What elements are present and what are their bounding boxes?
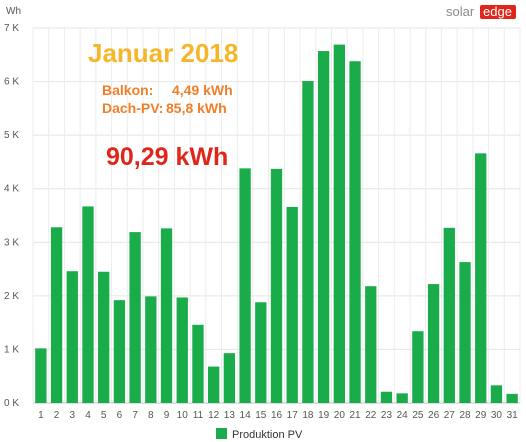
x-tick-label: 9	[164, 410, 170, 421]
bar-day-18[interactable]	[302, 81, 314, 404]
bar-day-12[interactable]	[208, 366, 220, 403]
y-tick-label: 2 K	[4, 291, 19, 302]
bar-day-21[interactable]	[349, 61, 361, 403]
x-tick-label: 11	[193, 410, 204, 421]
annotation-block: Januar 2018 Balkon: 4,49 kWh Dach-PV: 85…	[88, 38, 238, 171]
bar-day-23[interactable]	[380, 391, 393, 403]
x-tick-label: 26	[428, 410, 440, 421]
bar-day-22[interactable]	[365, 286, 377, 403]
x-tick-label: 29	[475, 410, 487, 421]
y-tick-label: 4 K	[4, 184, 19, 195]
y-tick-label: 7 K	[4, 23, 19, 34]
y-tick-label: 0 K	[4, 398, 19, 409]
x-tick-label: 22	[365, 410, 377, 421]
x-tick-label: 25	[412, 410, 424, 421]
x-tick-label: 31	[507, 410, 519, 421]
annotation-title: Januar 2018	[88, 38, 238, 68]
x-tick-label: 19	[318, 410, 330, 421]
x-axis-ticks: 1 2 3 4 5 6 7 8 9 10 11 12 13 14 15 16 17 18 19 20 21 22 23 24 2…	[38, 410, 518, 421]
logo-edge-badge	[480, 5, 516, 19]
y-axis-unit: Wh	[6, 6, 21, 17]
x-tick-label: 20	[334, 410, 346, 421]
x-tick-label: 17	[287, 410, 299, 421]
bar-day-3[interactable]	[66, 271, 78, 403]
bar-day-13[interactable]	[223, 353, 236, 403]
annotation-total: 90,29 kWh	[106, 143, 228, 171]
y-axis-ticks: 0 K 1 K 2 K 3 K 4 K 5 K 6 K 7 K	[4, 23, 19, 409]
bar-day-30[interactable]	[490, 385, 503, 403]
y-tick-label: 1 K	[4, 344, 19, 355]
annotation-balkon-value: 4,49 kWh	[172, 82, 233, 98]
x-tick-label: 24	[397, 410, 409, 421]
x-tick-label: 28	[459, 410, 471, 421]
bar-day-6[interactable]	[113, 300, 126, 403]
x-tick-label: 23	[381, 410, 393, 421]
bar-day-17[interactable]	[286, 206, 298, 403]
x-tick-label: 1	[38, 410, 44, 421]
bar-day-24[interactable]	[396, 393, 408, 403]
legend-swatch	[216, 428, 227, 439]
bar-day-15[interactable]	[255, 302, 267, 403]
x-tick-label: 14	[240, 410, 252, 421]
x-tick-label: 13	[224, 410, 236, 421]
bars	[35, 44, 518, 404]
bar-day-10[interactable]	[176, 297, 188, 403]
x-tick-label: 7	[132, 410, 138, 421]
bar-day-31[interactable]	[506, 393, 518, 403]
bar-day-16[interactable]	[270, 168, 283, 403]
bar-day-8[interactable]	[145, 296, 157, 403]
bar-day-20[interactable]	[333, 44, 345, 403]
x-tick-label: 2	[54, 410, 60, 421]
bar-day-27[interactable]	[443, 227, 455, 403]
y-tick-label: 3 K	[4, 237, 19, 248]
bar-day-11[interactable]	[192, 324, 204, 403]
bar-day-4[interactable]	[82, 206, 94, 403]
y-tick-label: 5 K	[4, 130, 19, 141]
annotation-dach-value: 85,8 kWh	[166, 100, 227, 116]
x-tick-label: 16	[271, 410, 283, 421]
logo-text-solar: solar	[446, 4, 475, 19]
bar-day-14[interactable]	[239, 168, 251, 403]
annotation-dach-label: Dach-PV:	[102, 100, 163, 116]
x-tick-label: 30	[491, 410, 503, 421]
legend[interactable]: Produktion PV	[216, 428, 303, 441]
bar-day-25[interactable]	[412, 331, 424, 403]
bar-day-1[interactable]	[35, 348, 47, 403]
bar-day-26[interactable]	[427, 284, 440, 403]
bar-day-7[interactable]	[129, 232, 141, 403]
x-tick-label: 4	[85, 410, 91, 421]
x-tick-label: 12	[208, 410, 220, 421]
x-tick-label: 10	[177, 410, 189, 421]
legend-label[interactable]: Produktion PV	[232, 429, 303, 441]
y-tick-label: 6 K	[4, 77, 19, 88]
x-tick-label: 8	[148, 410, 154, 421]
solaredge-logo: solar edge	[446, 4, 516, 19]
x-tick-label: 5	[101, 410, 107, 421]
logo-text-edge: edge	[483, 4, 512, 19]
grid-lines	[32, 27, 521, 404]
bar-day-9[interactable]	[160, 228, 173, 403]
x-tick-label: 18	[302, 410, 314, 421]
bar-day-2[interactable]	[50, 227, 63, 403]
bar-day-28[interactable]	[459, 262, 471, 403]
x-tick-label: 3	[69, 410, 75, 421]
x-tick-label: 21	[349, 410, 361, 421]
x-tick-label: 15	[255, 410, 267, 421]
bar-day-5[interactable]	[98, 271, 110, 403]
annotation-balkon-label: Balkon:	[102, 82, 153, 98]
bar-day-29[interactable]	[475, 153, 487, 403]
x-tick-label: 27	[444, 410, 456, 421]
x-tick-label: 6	[117, 410, 123, 421]
bar-day-19[interactable]	[317, 51, 330, 404]
